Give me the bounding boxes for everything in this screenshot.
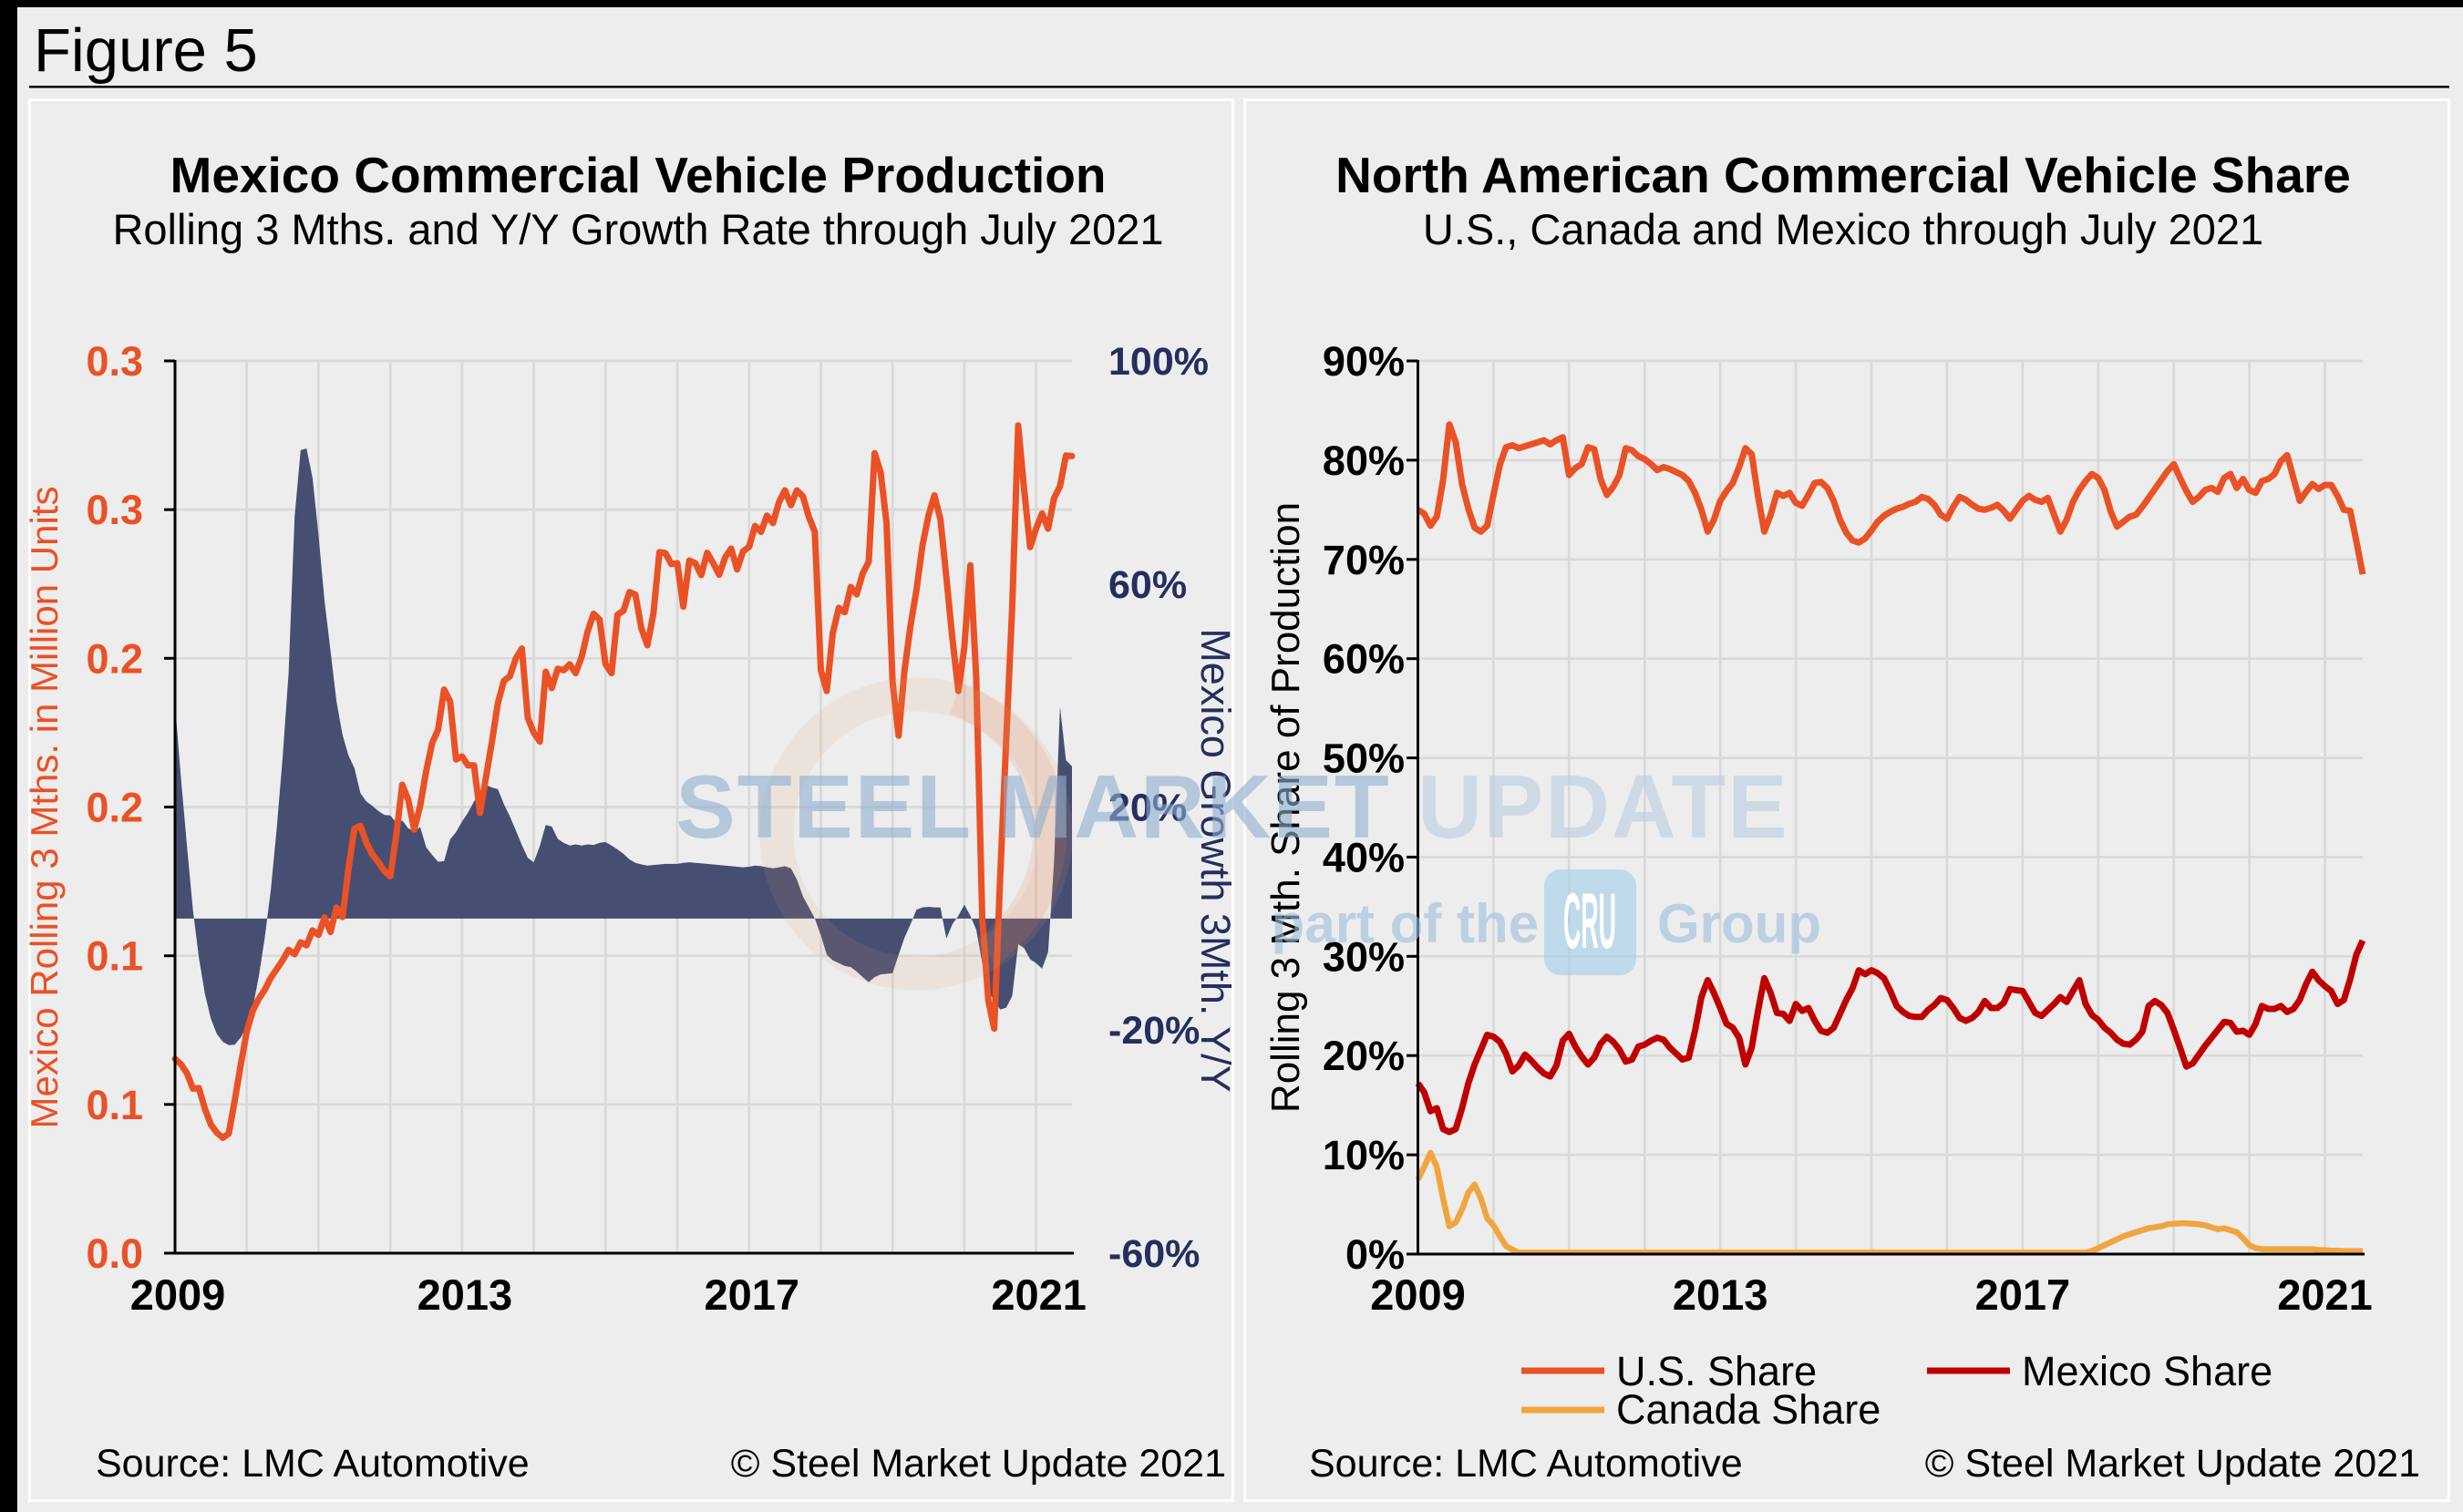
svg-text:80%: 80% <box>1323 437 1405 484</box>
svg-text:2009: 2009 <box>1370 1270 1466 1319</box>
svg-text:60%: 60% <box>1323 636 1405 683</box>
svg-text:Rolling 3 Mth. Share of Produc: Rolling 3 Mth. Share of Production <box>1263 502 1308 1113</box>
svg-text:0.3: 0.3 <box>86 487 143 533</box>
svg-text:2017: 2017 <box>1975 1270 2071 1319</box>
svg-text:2009: 2009 <box>130 1270 226 1319</box>
svg-text:Mexico Growth 3Mth. Y/Y: Mexico Growth 3Mth. Y/Y <box>1192 628 1239 1092</box>
svg-text:70%: 70% <box>1323 537 1405 583</box>
svg-text:30%: 30% <box>1323 933 1405 980</box>
svg-text:0.0: 0.0 <box>86 1230 143 1277</box>
svg-text:North American Commercial Vehi: North American Commercial Vehicle Share <box>1335 147 2351 203</box>
svg-text:Mexico Rolling 3 Mths. in Mill: Mexico Rolling 3 Mths. in Million Units <box>23 487 66 1129</box>
svg-text:part of the: part of the <box>1272 893 1539 954</box>
svg-text:0.3: 0.3 <box>86 338 143 385</box>
svg-text:STEEL MARKET UPDATE: STEEL MARKET UPDATE <box>675 756 1788 857</box>
svg-text:20%: 20% <box>1108 787 1187 830</box>
svg-text:0.2: 0.2 <box>86 635 143 682</box>
svg-text:2013: 2013 <box>1673 1270 1768 1319</box>
svg-text:-20%: -20% <box>1108 1009 1200 1053</box>
svg-text:10%: 10% <box>1323 1132 1405 1178</box>
svg-text:60%: 60% <box>1108 563 1187 607</box>
svg-text:2021: 2021 <box>991 1270 1087 1319</box>
svg-text:90%: 90% <box>1323 338 1405 385</box>
svg-text:Figure 5: Figure 5 <box>34 16 258 85</box>
svg-text:Source: LMC Automotive: Source: LMC Automotive <box>96 1442 530 1486</box>
svg-text:-60%: -60% <box>1108 1232 1200 1276</box>
svg-text:Source: LMC Automotive: Source: LMC Automotive <box>1309 1442 1743 1486</box>
svg-text:100%: 100% <box>1108 340 1209 384</box>
svg-text:U.S. Share: U.S. Share <box>1616 1348 1817 1394</box>
svg-text:Rolling 3 Mths. and Y/Y Growth: Rolling 3 Mths. and Y/Y Growth Rate thro… <box>112 205 1163 253</box>
svg-text:50%: 50% <box>1323 735 1405 782</box>
svg-text:Mexico Share: Mexico Share <box>2022 1348 2272 1394</box>
svg-text:0.2: 0.2 <box>86 785 143 831</box>
svg-text:Mexico Commercial Vehicle Prod: Mexico Commercial Vehicle Production <box>170 147 1107 203</box>
svg-text:0.1: 0.1 <box>86 1082 143 1128</box>
svg-text:2013: 2013 <box>417 1270 513 1319</box>
svg-text:CRU: CRU <box>1563 878 1616 965</box>
svg-text:© Steel Market Update 2021: © Steel Market Update 2021 <box>1925 1442 2420 1486</box>
svg-text:40%: 40% <box>1323 834 1405 880</box>
svg-text:0.1: 0.1 <box>86 933 143 980</box>
svg-text:2017: 2017 <box>705 1270 800 1319</box>
svg-text:Canada Share: Canada Share <box>1616 1386 1881 1433</box>
svg-text:20%: 20% <box>1323 1033 1405 1079</box>
svg-text:0%: 0% <box>1345 1231 1405 1278</box>
svg-text:Group: Group <box>1657 893 1821 954</box>
svg-text:2021: 2021 <box>2277 1270 2373 1319</box>
svg-text:U.S., Canada and Mexico throug: U.S., Canada and Mexico through July 202… <box>1423 205 2263 253</box>
svg-text:© Steel Market Update 2021: © Steel Market Update 2021 <box>731 1442 1226 1486</box>
